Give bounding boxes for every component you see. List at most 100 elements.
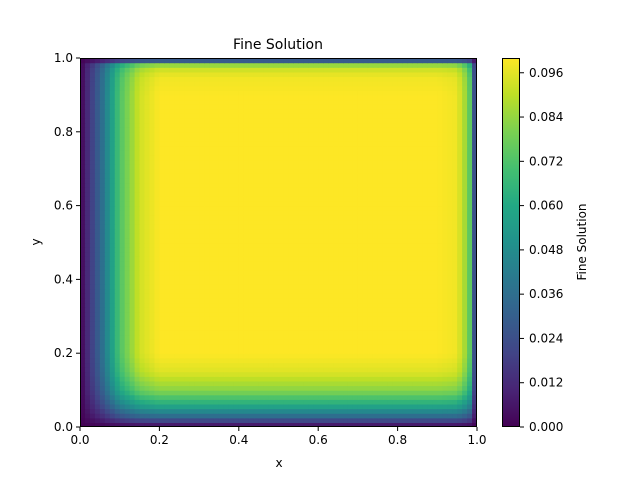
heatmap-cell — [109, 385, 116, 391]
heatmap-cell — [99, 191, 106, 197]
heatmap-cell — [407, 367, 414, 373]
heatmap-cell — [119, 214, 126, 221]
heatmap-cell — [129, 339, 136, 345]
heatmap-cell — [328, 219, 334, 225]
heatmap-cell — [169, 339, 175, 345]
heatmap-cell — [293, 247, 299, 253]
heatmap-cell — [467, 385, 473, 391]
heatmap-cell — [184, 399, 190, 405]
heatmap-cell — [258, 154, 265, 161]
heatmap-cell — [164, 219, 170, 225]
heatmap-cell — [417, 362, 424, 368]
heatmap-cell — [417, 353, 424, 359]
heatmap-cell — [119, 390, 126, 396]
heatmap-cell — [357, 191, 364, 197]
heatmap-cell — [472, 376, 477, 382]
heatmap-cell — [402, 325, 409, 331]
heatmap-cell — [298, 302, 304, 308]
heatmap-cell — [144, 293, 151, 299]
heatmap-cell — [283, 408, 290, 414]
heatmap-cell — [238, 367, 245, 373]
heatmap-cell — [432, 205, 438, 211]
heatmap-cell — [288, 367, 294, 373]
heatmap-cell — [323, 357, 329, 364]
heatmap-cell — [338, 394, 344, 400]
heatmap-cell — [94, 210, 101, 216]
heatmap-cell — [352, 233, 359, 239]
heatmap-cell — [134, 339, 141, 345]
heatmap-cell — [109, 274, 116, 280]
heatmap-cell — [228, 339, 235, 345]
heatmap-cell — [204, 177, 210, 184]
heatmap-cell — [243, 413, 250, 419]
heatmap-cell — [293, 311, 299, 317]
heatmap-cell — [273, 362, 280, 368]
heatmap-cell — [184, 187, 190, 193]
heatmap-cell — [318, 371, 324, 377]
heatmap-cell — [228, 228, 235, 234]
heatmap-cell — [194, 413, 200, 419]
heatmap-cell — [99, 247, 106, 253]
heatmap-cell — [253, 422, 260, 427]
heatmap-cell — [447, 247, 453, 253]
heatmap-cell — [372, 293, 379, 299]
heatmap-cell — [209, 168, 215, 174]
heatmap-cell — [452, 348, 458, 354]
heatmap-cell — [114, 233, 121, 239]
heatmap-cell — [238, 219, 245, 225]
heatmap-cell — [442, 187, 448, 193]
heatmap-cell — [134, 159, 141, 165]
heatmap-cell — [119, 150, 126, 156]
heatmap-cell — [129, 205, 136, 211]
heatmap-cell — [223, 284, 230, 290]
heatmap-cell — [119, 270, 126, 276]
heatmap-cell — [273, 210, 280, 216]
heatmap-cell — [84, 367, 91, 373]
heatmap-cell — [99, 330, 106, 336]
heatmap-cell — [199, 145, 205, 151]
heatmap-cell — [169, 187, 175, 193]
heatmap-cell — [407, 371, 414, 377]
heatmap-cell — [99, 307, 106, 313]
heatmap-cell — [144, 297, 151, 304]
heatmap-cell — [268, 233, 275, 239]
heatmap-cell — [338, 141, 344, 147]
heatmap-cell — [352, 403, 359, 410]
heatmap-cell — [308, 417, 314, 423]
heatmap-cell — [194, 173, 200, 179]
heatmap-cell — [412, 247, 419, 253]
heatmap-cell — [343, 403, 349, 410]
heatmap-cell — [313, 284, 319, 290]
heatmap-cell — [149, 399, 156, 405]
heatmap-cell — [447, 380, 453, 387]
heatmap-cell — [462, 196, 468, 202]
heatmap-cell — [397, 270, 404, 276]
heatmap-cell — [99, 343, 106, 350]
heatmap-cell — [134, 150, 141, 156]
heatmap-cell — [109, 413, 116, 419]
heatmap-cell — [149, 177, 156, 184]
heatmap-cell — [89, 154, 96, 161]
heatmap-cell — [357, 307, 364, 313]
heatmap-cell — [109, 247, 116, 253]
heatmap-cell — [462, 150, 468, 156]
heatmap-cell — [467, 279, 473, 285]
heatmap-cell — [119, 242, 126, 248]
heatmap-cell — [303, 279, 309, 285]
heatmap-cell — [283, 141, 290, 147]
heatmap-cell — [293, 196, 299, 202]
heatmap-cell — [308, 159, 314, 165]
heatmap-cell — [392, 279, 399, 285]
heatmap-cell — [308, 150, 314, 156]
heatmap-cell — [303, 224, 309, 230]
heatmap-cell — [377, 270, 384, 276]
heatmap-cell — [119, 284, 126, 290]
heatmap-cell — [144, 357, 151, 364]
heatmap-cell — [179, 316, 185, 322]
heatmap-cell — [218, 297, 225, 304]
heatmap-cell — [104, 288, 111, 294]
heatmap-cell — [427, 357, 433, 364]
heatmap-cell — [452, 260, 458, 267]
heatmap-cell — [248, 284, 255, 290]
heatmap-cell — [407, 228, 414, 234]
